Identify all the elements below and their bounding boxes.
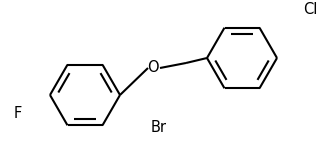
Text: O: O — [147, 60, 159, 76]
Text: Cl: Cl — [303, 2, 317, 16]
Text: Br: Br — [151, 121, 167, 135]
Text: F: F — [14, 106, 22, 121]
